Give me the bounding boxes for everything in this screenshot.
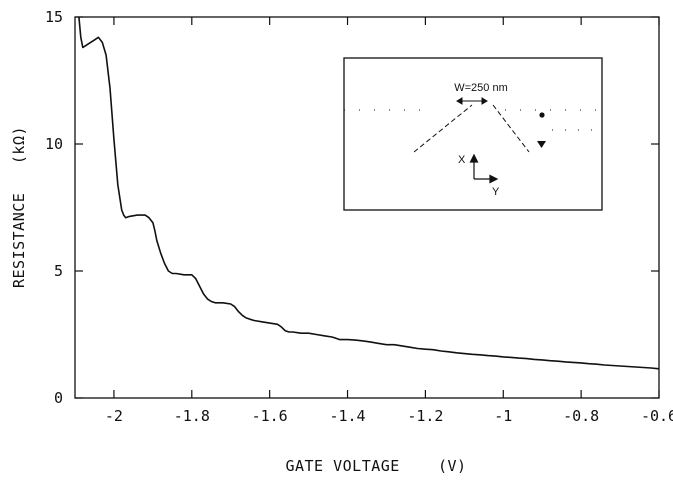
y-tick-label: 10 (45, 135, 63, 153)
x-tick-label: -1.2 (407, 407, 443, 425)
y-tick-label: 0 (54, 389, 63, 407)
x-tick-label: -1.4 (329, 407, 365, 425)
x-tick-label: -1.6 (252, 407, 288, 425)
x-tick-label: -0.6 (641, 407, 673, 425)
y-tick-label: 15 (45, 8, 63, 26)
contact-dot-icon (539, 112, 545, 118)
width-arrow-icon (456, 97, 488, 105)
resistance-curve (78, 16, 660, 370)
gate-pattern (344, 104, 602, 153)
y-tick-label: 5 (54, 262, 63, 280)
inset-y-label: Y (492, 186, 500, 198)
axis-ticks (75, 16, 660, 399)
plot-frame (74, 16, 660, 399)
inset-diagram: W=250 nm X Y (343, 57, 603, 211)
x-tick-label: -0.8 (563, 407, 599, 425)
x-tick-label: -2 (105, 407, 123, 425)
axis-tick-labels: -2 -1.8 -1.6 -1.4 -1.2 -1 -0.8 -0.6 0 5 10 15 (45, 8, 673, 425)
inset-width-label: W=250 nm (454, 82, 508, 94)
y-axis-label: RESISTANCE (kΩ) (10, 126, 28, 288)
x-tick-label: -1.8 (174, 407, 210, 425)
x-axis-label: GATE VOLTAGE (V) (285, 457, 466, 475)
inset-frame (343, 57, 603, 211)
inset-x-label: X (458, 154, 466, 166)
xy-axes-icon (469, 153, 499, 184)
contact-marker-icon (537, 141, 546, 148)
x-tick-label: -1 (494, 407, 512, 425)
